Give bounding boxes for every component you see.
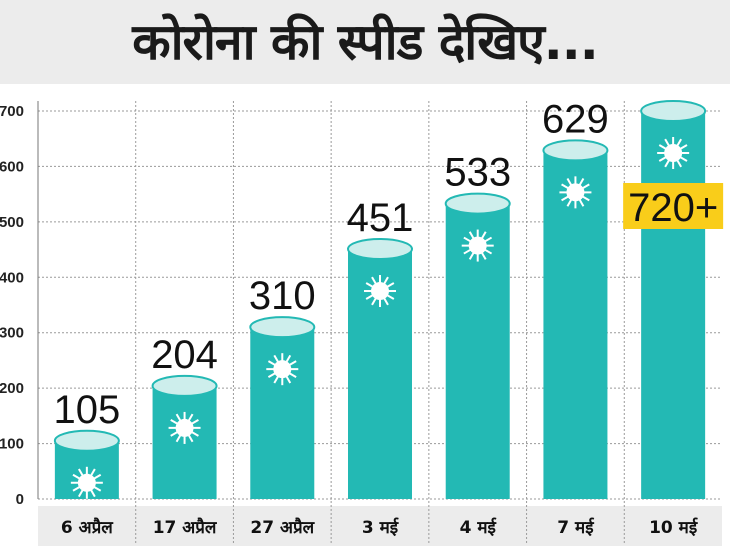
x-tick-label: 17 अप्रैल: [153, 517, 218, 538]
virus-icon: [266, 353, 299, 386]
x-tick-label: 27 अप्रैल: [250, 517, 315, 538]
virus-icon: [657, 137, 690, 169]
data-label: 629: [542, 97, 609, 141]
data-label: 720+: [628, 186, 718, 230]
bar-top-cap: [249, 316, 316, 339]
title-band: [0, 0, 730, 84]
data-label: 451: [347, 196, 414, 240]
bar-top-cap: [53, 429, 120, 452]
virus-icon: [364, 275, 396, 308]
data-label: 310: [249, 274, 316, 318]
bar-top-cap: [542, 139, 609, 162]
y-tick-label: 400: [0, 269, 24, 286]
y-tick-label: 500: [0, 214, 24, 231]
virus-icon: [70, 466, 103, 499]
y-tick-label: 300: [0, 325, 24, 342]
bar: [543, 150, 608, 499]
data-label: 204: [151, 333, 218, 377]
chart-title: कोरोना की स्पीड देखिए...: [132, 13, 599, 71]
bar-top-cap: [444, 192, 511, 215]
x-tick-label: 10 मई: [649, 517, 698, 538]
x-tick-label: 6 अप्रैल: [61, 517, 114, 538]
x-label-band: [38, 506, 722, 546]
data-label: 105: [53, 388, 120, 432]
x-tick-label: 7 मई: [557, 517, 594, 538]
y-tick-label: 600: [0, 158, 24, 175]
bar-top-cap: [151, 374, 218, 397]
x-tick-label: 4 मई: [460, 517, 497, 538]
data-label: 533: [444, 151, 511, 195]
virus-icon: [559, 176, 592, 209]
data-label-highlight: [623, 183, 724, 229]
y-tick-label: 200: [0, 380, 24, 397]
x-tick-label: 3 मई: [362, 517, 399, 538]
bar: [250, 327, 315, 499]
virus-icon: [461, 229, 494, 262]
y-tick-label: 100: [0, 436, 24, 453]
bar-top-cap: [640, 100, 707, 122]
bar-top-cap: [347, 238, 413, 261]
bar-chart: 0 100 200 300 400 500 600 700 105 6 अप्रैल 204 17 अ…: [0, 97, 724, 546]
bar: [641, 111, 706, 499]
y-tick-label: 0: [16, 491, 24, 508]
virus-icon: [168, 411, 201, 444]
y-tick-label: 700: [0, 103, 24, 120]
